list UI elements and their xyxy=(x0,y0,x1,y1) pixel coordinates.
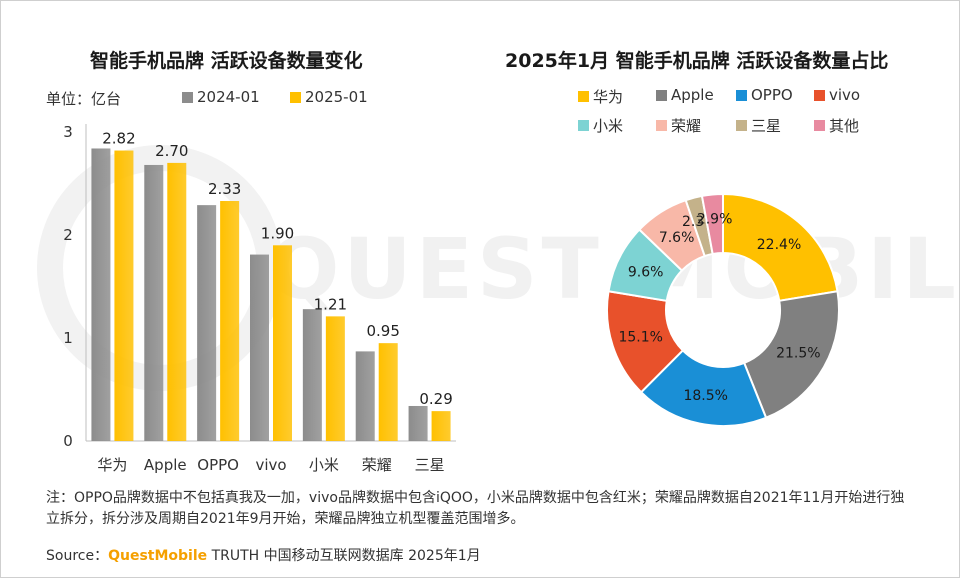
pie-legend-swatch xyxy=(656,120,667,131)
bar-data-label: 0.29 xyxy=(419,390,452,408)
pie-value-label: 15.1% xyxy=(618,330,662,346)
x-tick-label: 荣耀 xyxy=(362,456,392,474)
footnote: 注：OPPO品牌数据中不包括真我及一加，vivo品牌数据中包含iQOO，小米品牌… xyxy=(46,490,905,527)
legend-item-2024: 2024-01 xyxy=(182,88,260,106)
bar-2024-01-0 xyxy=(91,148,111,442)
y-tick-label: 3 xyxy=(63,123,73,141)
pie-legend-item-3: vivo xyxy=(814,86,860,104)
pie-legend-swatch xyxy=(656,89,667,101)
pie-legend-swatch xyxy=(736,120,747,131)
bar-data-label: 2.70 xyxy=(155,142,188,160)
pie-legend-label: OPPO xyxy=(751,86,793,104)
bar-2025-01-5 xyxy=(378,343,398,441)
source-line: Source：QuestMobile TRUTH 中国移动互联网数据库 2025… xyxy=(46,545,481,565)
pie-chart-title: 2025年1月 智能手机品牌 活跃设备数量占比 xyxy=(505,50,889,72)
y-tick-label: 2 xyxy=(63,226,73,244)
x-tick-label: 三星 xyxy=(415,456,445,474)
pie-legend-swatch xyxy=(578,91,589,102)
bar-2025-01-1 xyxy=(167,162,187,441)
bar-data-label: 2.33 xyxy=(208,180,241,198)
x-tick-label: OPPO xyxy=(197,456,239,474)
pie-legend-item-2: OPPO xyxy=(736,86,793,104)
source-rest: TRUTH 中国移动互联网数据库 2025年1月 xyxy=(207,548,481,564)
bar-data-label: 2.82 xyxy=(102,130,135,148)
pie-legend-item-4: 小米 xyxy=(578,115,623,136)
pie-value-label: 22.4% xyxy=(757,237,801,253)
pie-value-label: 18.5% xyxy=(683,388,727,404)
pie-legend-item-1: Apple xyxy=(656,86,714,104)
x-tick-label: vivo xyxy=(255,456,286,474)
bar-chart-title: 智能手机品牌 活跃设备数量变化 xyxy=(90,50,363,72)
source-prefix: Source： xyxy=(46,548,109,564)
legend-swatch-2025 xyxy=(290,91,301,103)
bar-2024-01-2 xyxy=(197,205,217,441)
pie-legend-swatch xyxy=(578,120,589,131)
pie-legend-swatch xyxy=(736,89,747,101)
bar-2025-01-0 xyxy=(114,150,134,442)
pie-value-label: 7.6% xyxy=(659,230,695,246)
pie-legend-label: 其他 xyxy=(829,117,860,135)
bar-chart: 0 1 2 3 2.82 华为 2.70 Apple 2.33 OPPO 1.90 vivo 1.21 小… xyxy=(63,123,456,474)
legend-label-2024: 2024-01 xyxy=(197,88,260,106)
x-tick-label: 华为 xyxy=(97,456,127,474)
y-tick-label: 1 xyxy=(63,329,73,347)
pie-legend-item-6: 三星 xyxy=(736,115,781,136)
pie-slice-1 xyxy=(742,290,840,420)
pie-legend-label: 华为 xyxy=(593,88,624,106)
bar-2024-01-4 xyxy=(302,309,322,441)
pie-value-label: 9.6% xyxy=(628,264,664,280)
pie-value-label: 21.5% xyxy=(776,346,820,362)
bar-data-label: 0.95 xyxy=(367,322,400,340)
pie-legend-swatch xyxy=(814,120,825,131)
bar-2024-01-5 xyxy=(355,351,375,441)
pie-legend-item-0: 华为 xyxy=(578,86,623,107)
pie-slice-2 xyxy=(639,348,768,427)
pie-chart: 22.4%21.5%18.5%15.1%9.6%7.6%2.3%2.9% xyxy=(606,192,840,427)
x-tick-label: 小米 xyxy=(309,456,339,474)
bar-2024-01-3 xyxy=(250,254,269,441)
unit-label: 单位：亿台 xyxy=(46,90,122,108)
bar-2024-01-1 xyxy=(144,164,164,441)
pie-value-label: 2.9% xyxy=(697,211,733,227)
bar-2025-01-4 xyxy=(325,316,345,441)
bar-data-label: 1.90 xyxy=(261,224,294,242)
y-tick-label: 0 xyxy=(63,432,73,450)
pie-legend-label: Apple xyxy=(671,86,714,104)
pie-legend-label: 三星 xyxy=(751,117,782,135)
pie-legend-item-5: 荣耀 xyxy=(656,115,701,136)
legend-label-2025: 2025-01 xyxy=(305,88,368,106)
pie-slice-7 xyxy=(700,192,724,256)
pie-legend-label: vivo xyxy=(829,86,861,104)
pie-legend-item-7: 其他 xyxy=(814,115,859,136)
bar-data-label: 1.21 xyxy=(314,295,347,313)
bar-2024-01-6 xyxy=(408,405,428,441)
source-brand: QuestMobile xyxy=(108,548,208,564)
pie-legend-swatch xyxy=(814,89,825,101)
bar-2025-01-2 xyxy=(220,201,240,441)
bar-2025-01-3 xyxy=(273,245,292,441)
pie-legend-label: 小米 xyxy=(593,117,624,135)
legend-item-2025: 2025-01 xyxy=(290,88,368,106)
x-tick-label: Apple xyxy=(144,456,187,474)
legend-swatch-2024 xyxy=(182,91,193,103)
pie-slice-0 xyxy=(722,192,839,302)
pie-legend-label: 荣耀 xyxy=(671,117,702,135)
bar-2025-01-6 xyxy=(431,411,451,441)
